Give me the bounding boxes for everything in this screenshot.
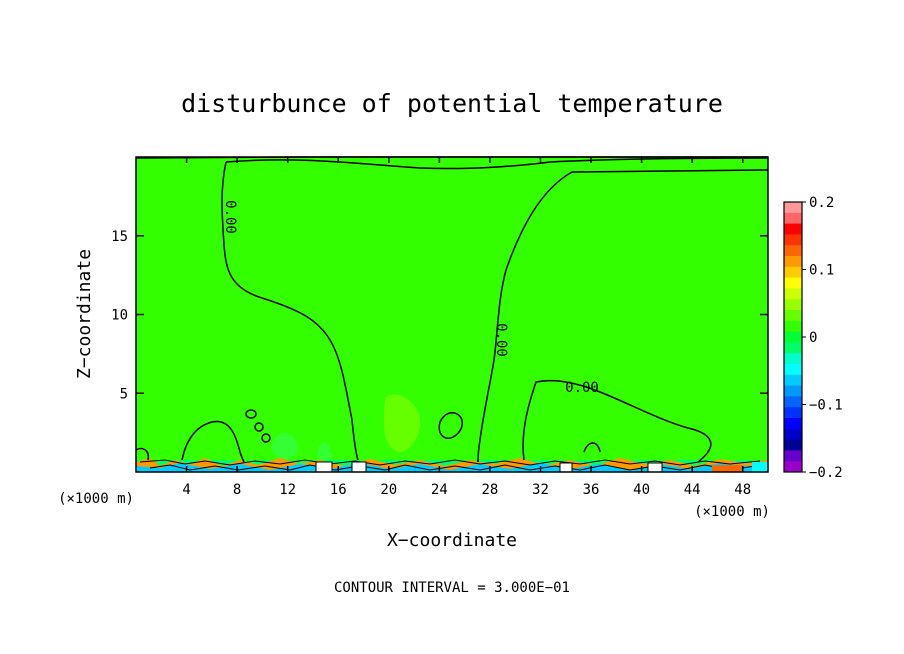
x-tick-label: 28 bbox=[481, 482, 498, 498]
x-axis: 4 8 12 16 20 24 28 32 36 40 44 48 bbox=[182, 157, 751, 498]
y-axis: 5 10 15 bbox=[111, 229, 768, 402]
contour-left-edge bbox=[135, 447, 150, 461]
cool-blob bbox=[318, 442, 332, 462]
colorbar-swatch bbox=[784, 407, 802, 419]
contour-label: 0.00 bbox=[565, 380, 599, 396]
x-unit-left: (×1000 m) bbox=[58, 491, 134, 507]
ground-white-cell bbox=[351, 461, 367, 473]
contour-top-right bbox=[549, 157, 769, 163]
ground-turbulence bbox=[136, 458, 768, 473]
x-tick-label: 44 bbox=[684, 482, 701, 498]
colorbar-swatch bbox=[784, 310, 802, 322]
y-tick-label: 15 bbox=[111, 229, 128, 245]
plot-area: 0.00 0.00 0.00 bbox=[135, 156, 769, 473]
colorbar-swatch bbox=[784, 299, 802, 311]
colorbar-swatch bbox=[784, 320, 802, 333]
colorbar-swatch bbox=[784, 202, 802, 214]
colorbar-swatch bbox=[784, 364, 802, 376]
colorbar-swatch bbox=[784, 234, 802, 246]
x-tick-label: 8 bbox=[233, 482, 241, 498]
colorbar-swatch bbox=[784, 245, 802, 257]
colorbar-swatch bbox=[784, 256, 802, 268]
cool-blob bbox=[271, 432, 299, 460]
x-tick-label: 36 bbox=[583, 482, 600, 498]
colorbar-swatch bbox=[784, 385, 802, 397]
y-axis-label: Z−coordinate bbox=[74, 249, 95, 379]
contour-interval-note: CONTOUR INTERVAL = 3.000E−01 bbox=[334, 580, 570, 596]
ground-white-cell bbox=[559, 462, 573, 473]
warm-blob bbox=[384, 394, 421, 452]
contour-loop bbox=[438, 412, 463, 439]
ground-red-cell bbox=[712, 465, 742, 472]
contour-label: 0.00 bbox=[222, 200, 238, 234]
contour-left-branch bbox=[221, 161, 359, 461]
ground-white-cell bbox=[647, 462, 663, 473]
chart-title: disturbunce of potential temperature bbox=[181, 89, 723, 118]
contour-left-lobe bbox=[181, 420, 245, 463]
colorbar-swatch bbox=[784, 288, 802, 300]
colorbar-swatch bbox=[784, 450, 802, 462]
colorbar-tick-label: 0 bbox=[809, 330, 817, 346]
colorbar-swatch bbox=[784, 223, 802, 235]
x-tick-label: 32 bbox=[532, 482, 549, 498]
contour-small-loop bbox=[254, 422, 264, 432]
colorbar-swatch bbox=[784, 266, 802, 279]
contour-right-branch bbox=[477, 171, 573, 463]
colorbar-swatch bbox=[784, 428, 802, 441]
ground-contours bbox=[139, 459, 761, 466]
colorbar-swatch bbox=[784, 461, 802, 473]
colorbar-swatch bbox=[784, 277, 802, 289]
x-tick-label: 16 bbox=[330, 482, 347, 498]
contour-right-top bbox=[571, 169, 769, 173]
contour-top bbox=[225, 159, 551, 170]
x-tick-label: 4 bbox=[182, 482, 190, 498]
contour-small-arch bbox=[583, 442, 601, 453]
colorbar: 0.2 0.1 0 −0.1 −0.2 bbox=[783, 195, 843, 481]
colorbar-swatch bbox=[784, 374, 802, 387]
x-axis-label: X−coordinate bbox=[387, 530, 517, 551]
x-tick-label: 20 bbox=[380, 482, 397, 498]
x-tick-label: 48 bbox=[734, 482, 751, 498]
colorbar-swatch bbox=[784, 342, 802, 354]
colorbar-swatch bbox=[784, 439, 802, 451]
x-tick-label: 40 bbox=[633, 482, 650, 498]
x-tick-label: 12 bbox=[279, 482, 296, 498]
colorbar-tick-label: −0.2 bbox=[809, 465, 843, 481]
colorbar-swatch bbox=[784, 418, 802, 430]
colorbar-swatch bbox=[784, 353, 802, 365]
y-tick-label: 5 bbox=[120, 386, 128, 402]
colorbar-swatch bbox=[784, 331, 802, 343]
contour-small-loop bbox=[261, 433, 271, 443]
x-unit-right: (×1000 m) bbox=[694, 504, 770, 520]
colorbar-tick-label: 0.1 bbox=[809, 263, 834, 279]
contour-small-loop bbox=[245, 409, 257, 419]
ground-white-cell bbox=[315, 461, 333, 473]
contour-label: 0.00 bbox=[493, 323, 509, 357]
ground-band-cool bbox=[136, 463, 768, 472]
colorbar-tick-label: 0.2 bbox=[809, 195, 834, 211]
x-tick-label: 24 bbox=[431, 482, 448, 498]
colorbar-swatch bbox=[784, 212, 802, 225]
colorbar-swatch bbox=[784, 396, 802, 408]
ground-cyan-cell bbox=[752, 462, 768, 472]
colorbar-tick-label: −0.1 bbox=[809, 398, 843, 414]
y-tick-label: 10 bbox=[111, 308, 128, 324]
contour-right-lobe bbox=[522, 379, 712, 463]
